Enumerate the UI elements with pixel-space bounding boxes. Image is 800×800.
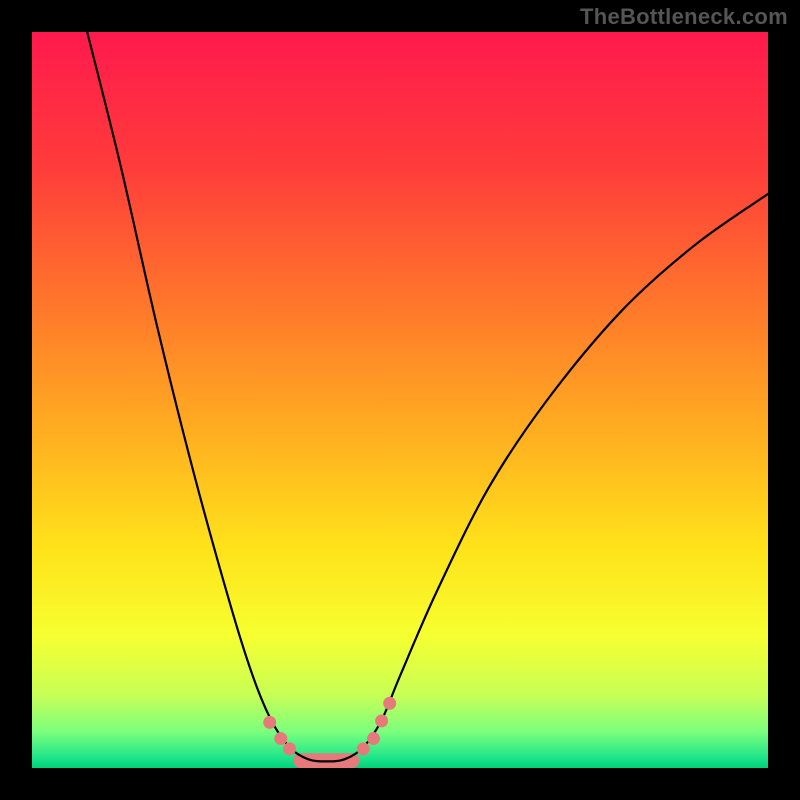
plot-background [32,32,768,768]
curve-marker [357,743,369,755]
curve-marker [275,733,287,745]
curve-marker [384,697,396,709]
curve-marker [264,716,276,728]
watermark-text: TheBottleneck.com [580,4,788,30]
bottleneck-chart [0,0,800,800]
curve-marker [376,715,388,727]
curve-marker [284,743,296,755]
chart-stage: TheBottleneck.com [0,0,800,800]
curve-marker [368,733,380,745]
